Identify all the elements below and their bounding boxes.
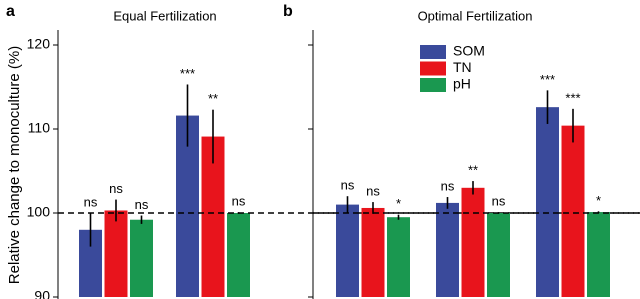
- panel-label: a: [6, 3, 15, 20]
- significance-label: ns: [341, 178, 355, 193]
- bar: [227, 213, 250, 297]
- significance-label: **: [468, 163, 478, 178]
- y-tick-label: 100: [27, 204, 51, 220]
- significance-label: **: [208, 91, 218, 106]
- significance-label: ns: [109, 181, 123, 196]
- bar: [130, 219, 153, 297]
- bar: [176, 115, 199, 297]
- bar: [336, 204, 359, 297]
- bar: [561, 125, 585, 297]
- significance-label: ns: [232, 194, 246, 209]
- legend-swatch: [420, 61, 446, 76]
- y-tick-label: 90: [34, 288, 50, 299]
- legend-label: SOM: [453, 43, 485, 59]
- bar: [79, 229, 102, 297]
- legend-label: pH: [453, 76, 471, 92]
- significance-label: *: [396, 196, 401, 211]
- legend-swatch: [420, 45, 446, 59]
- bar: [587, 212, 610, 297]
- significance-label: *: [596, 193, 601, 208]
- significance-label: ns: [84, 194, 98, 209]
- panel-label: b: [283, 3, 293, 20]
- bar: [361, 207, 385, 297]
- significance-label: ***: [540, 72, 555, 87]
- chart-title: Equal Fertilization: [113, 8, 216, 23]
- significance-label: ns: [366, 184, 380, 199]
- bar: [436, 202, 459, 297]
- bar: [387, 217, 410, 297]
- significance-label: ***: [180, 66, 195, 81]
- significance-label: ns: [135, 197, 149, 212]
- legend-swatch: [420, 78, 446, 92]
- bar: [536, 107, 559, 297]
- bar: [461, 187, 485, 297]
- y-tick-label: 120: [27, 36, 51, 52]
- significance-label: ns: [492, 194, 506, 209]
- chart-title: Optimal Fertilization: [418, 8, 533, 23]
- bar: [201, 136, 225, 297]
- bar: [104, 210, 128, 297]
- y-tick-label: 110: [28, 120, 51, 136]
- y-axis-label: Relative change to monoculture (%): [6, 46, 23, 284]
- legend-label: TN: [453, 59, 472, 75]
- significance-label: ***: [565, 90, 580, 105]
- significance-label: ns: [441, 178, 455, 193]
- bar: [487, 213, 510, 297]
